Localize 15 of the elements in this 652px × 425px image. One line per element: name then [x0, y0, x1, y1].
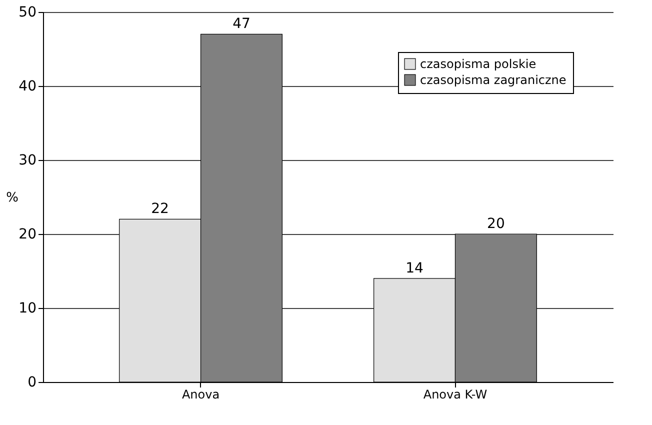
x-tick-label: Anova K-W — [423, 388, 488, 402]
legend-label: czasopisma polskie — [420, 57, 536, 71]
y-tick-label: 50 — [18, 4, 36, 20]
x-tick-label: Anova — [182, 388, 220, 402]
data-label: 20 — [487, 216, 505, 232]
y-axis-title: % — [6, 190, 18, 206]
legend-label: czasopisma zagraniczne — [420, 73, 566, 87]
y-tick-label: 30 — [18, 152, 36, 168]
y-tick-label: 0 — [28, 374, 36, 390]
y-tick-label: 10 — [18, 300, 36, 316]
data-label: 14 — [406, 260, 424, 276]
y-tick-label: 20 — [18, 226, 36, 242]
y-tick-label: 40 — [18, 78, 36, 94]
data-label: 22 — [151, 201, 169, 218]
data-label: 47 — [232, 16, 250, 32]
